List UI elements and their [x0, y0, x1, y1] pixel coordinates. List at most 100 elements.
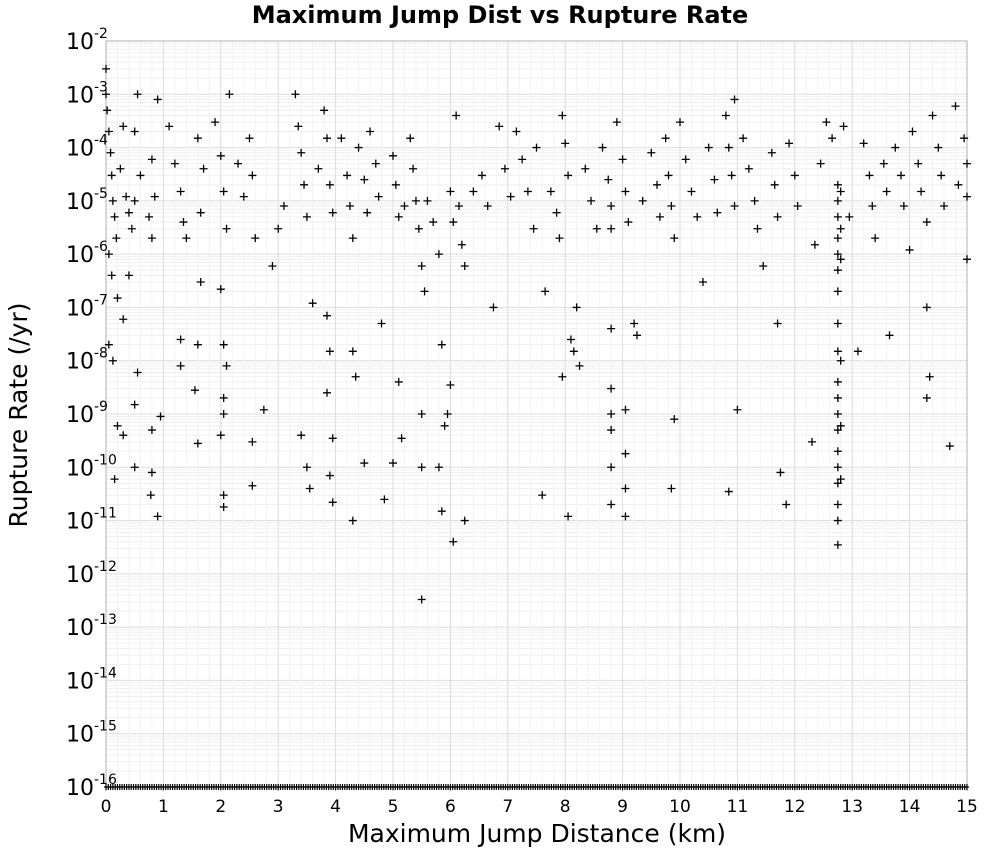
data-point [569, 347, 578, 356]
data-point [434, 250, 443, 259]
data-point [523, 187, 532, 196]
data-point [124, 208, 133, 217]
y-tick-label: 10-9 [66, 399, 108, 428]
data-point [899, 202, 908, 211]
data-point [234, 159, 243, 168]
data-point [782, 500, 791, 509]
data-point [630, 319, 639, 328]
data-point [145, 212, 154, 221]
data-point [222, 361, 231, 370]
data-point [108, 196, 117, 205]
data-point [127, 224, 136, 233]
data-point [460, 516, 469, 525]
data-point [102, 64, 110, 73]
data-point [607, 202, 616, 211]
x-tick-label: 2 [215, 797, 226, 817]
data-point [196, 278, 205, 287]
data-point [664, 171, 673, 180]
data-point [607, 463, 616, 472]
data-point [423, 196, 432, 205]
data-point [767, 148, 776, 157]
data-point [621, 512, 630, 521]
data-point [146, 491, 155, 500]
data-point [592, 224, 601, 233]
data-point [624, 218, 633, 227]
data-point [724, 487, 733, 496]
data-point [302, 212, 311, 221]
data-point [541, 287, 550, 296]
data-point [489, 303, 498, 312]
data-point [469, 187, 478, 196]
data-point [833, 410, 842, 418]
data-point [833, 426, 842, 435]
data-point [922, 218, 931, 227]
data-point [581, 164, 590, 173]
y-tick-label: 10-6 [66, 239, 108, 268]
data-point [294, 122, 303, 131]
data-point [724, 143, 733, 152]
data-point [632, 331, 641, 340]
data-point [512, 127, 521, 136]
data-point [219, 393, 228, 402]
data-point [667, 202, 676, 211]
data-point [739, 134, 748, 143]
data-point [790, 171, 799, 180]
data-point [417, 595, 426, 604]
y-axis-label: Rupture Rate (/yr) [4, 303, 33, 528]
data-point [833, 347, 842, 356]
data-point [440, 421, 449, 430]
data-point [940, 202, 949, 211]
data-point [150, 192, 159, 201]
data-point [928, 111, 937, 120]
data-point [934, 143, 943, 152]
data-point [119, 315, 128, 324]
data-point [661, 134, 670, 143]
data-point [572, 303, 581, 312]
data-point [300, 180, 309, 189]
data-point [394, 212, 403, 221]
data-point [110, 212, 119, 221]
data-point [102, 90, 110, 99]
data-point [833, 377, 842, 386]
data-point [833, 540, 842, 549]
data-point [449, 537, 458, 546]
data-point [113, 421, 122, 430]
data-point [773, 212, 782, 221]
data-point [604, 175, 613, 184]
data-point [193, 134, 202, 143]
data-point [110, 475, 119, 484]
data-point [773, 319, 782, 328]
data-point [793, 202, 802, 211]
data-point [325, 347, 334, 356]
data-point [420, 287, 429, 296]
data-point [219, 187, 228, 196]
data-point [394, 377, 403, 386]
data-point [417, 410, 426, 418]
data-point [922, 393, 931, 402]
data-point [506, 192, 515, 201]
x-tick-label: 1 [158, 797, 169, 817]
data-point [147, 468, 156, 477]
data-point [917, 187, 926, 196]
data-point [655, 212, 664, 221]
data-point [833, 196, 842, 205]
data-point [845, 212, 854, 221]
data-point [371, 159, 380, 168]
data-point [744, 164, 753, 173]
data-point [219, 502, 228, 511]
data-point [676, 118, 684, 127]
data-point [216, 151, 225, 160]
data-point [170, 159, 179, 168]
data-point [179, 218, 188, 227]
data-point [833, 250, 842, 259]
data-point [122, 192, 131, 201]
data-point [833, 479, 842, 488]
data-point [836, 475, 845, 484]
data-point [698, 278, 707, 287]
data-point [612, 118, 621, 127]
data-point [710, 175, 719, 184]
data-point [279, 202, 288, 211]
data-point [328, 208, 337, 217]
data-point [322, 311, 331, 320]
x-tick-label: 6 [445, 797, 456, 817]
